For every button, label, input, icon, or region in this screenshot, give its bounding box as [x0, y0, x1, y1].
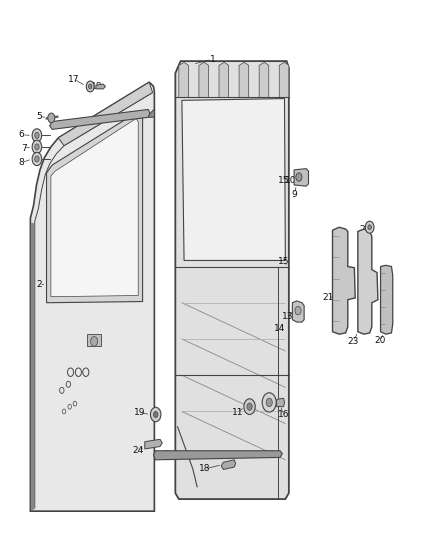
- Text: 5: 5: [36, 112, 42, 121]
- Circle shape: [153, 411, 158, 417]
- Text: 15: 15: [278, 176, 290, 185]
- Text: 18: 18: [91, 82, 102, 91]
- Circle shape: [32, 129, 42, 142]
- Polygon shape: [332, 227, 355, 334]
- Circle shape: [88, 84, 92, 89]
- Text: 7: 7: [21, 143, 27, 152]
- Polygon shape: [58, 82, 152, 146]
- Text: 8: 8: [19, 158, 25, 167]
- Polygon shape: [199, 62, 208, 98]
- Text: 6: 6: [19, 130, 25, 139]
- Polygon shape: [87, 334, 101, 346]
- Polygon shape: [239, 62, 249, 98]
- Text: 14: 14: [274, 324, 285, 333]
- Text: 24: 24: [133, 446, 144, 455]
- Polygon shape: [219, 62, 229, 98]
- Polygon shape: [30, 82, 154, 511]
- Circle shape: [91, 336, 98, 346]
- Text: 12: 12: [265, 402, 276, 411]
- Text: 16: 16: [278, 410, 290, 419]
- Polygon shape: [96, 84, 106, 89]
- Polygon shape: [46, 111, 143, 303]
- Text: 20: 20: [374, 336, 385, 345]
- Polygon shape: [182, 99, 286, 261]
- Text: 1: 1: [209, 55, 215, 64]
- Polygon shape: [148, 109, 154, 117]
- Text: 4: 4: [163, 450, 169, 459]
- Circle shape: [244, 399, 255, 415]
- Polygon shape: [292, 301, 304, 322]
- Text: 19: 19: [134, 408, 145, 417]
- Circle shape: [365, 221, 374, 233]
- Text: 21: 21: [322, 293, 334, 302]
- Polygon shape: [294, 168, 308, 186]
- Circle shape: [35, 144, 39, 150]
- Polygon shape: [51, 118, 138, 297]
- Text: 3: 3: [128, 111, 134, 120]
- Circle shape: [296, 173, 302, 181]
- Polygon shape: [277, 398, 285, 407]
- Text: 22: 22: [360, 224, 371, 233]
- Text: 2: 2: [36, 280, 42, 289]
- Polygon shape: [49, 109, 150, 130]
- Circle shape: [262, 393, 276, 412]
- Circle shape: [35, 132, 39, 139]
- Circle shape: [150, 407, 161, 422]
- Text: 18: 18: [199, 464, 211, 473]
- Polygon shape: [145, 439, 162, 449]
- Circle shape: [368, 225, 371, 230]
- Polygon shape: [153, 451, 283, 460]
- Circle shape: [32, 140, 42, 154]
- Polygon shape: [381, 265, 393, 334]
- Circle shape: [35, 156, 39, 162]
- Polygon shape: [221, 460, 236, 470]
- Text: 9: 9: [291, 190, 297, 198]
- Polygon shape: [175, 61, 289, 499]
- Polygon shape: [179, 62, 188, 98]
- Text: 23: 23: [348, 337, 359, 346]
- Polygon shape: [279, 62, 289, 98]
- Circle shape: [32, 152, 42, 166]
- Text: 10: 10: [285, 175, 297, 184]
- Text: 15: 15: [278, 257, 290, 266]
- Circle shape: [86, 81, 94, 92]
- Circle shape: [247, 403, 252, 410]
- Circle shape: [48, 113, 55, 123]
- Polygon shape: [358, 229, 378, 334]
- Text: 11: 11: [232, 408, 244, 417]
- Polygon shape: [259, 62, 269, 98]
- Circle shape: [266, 398, 272, 407]
- Text: 13: 13: [282, 311, 294, 320]
- Circle shape: [295, 306, 301, 315]
- Text: 17: 17: [68, 75, 80, 84]
